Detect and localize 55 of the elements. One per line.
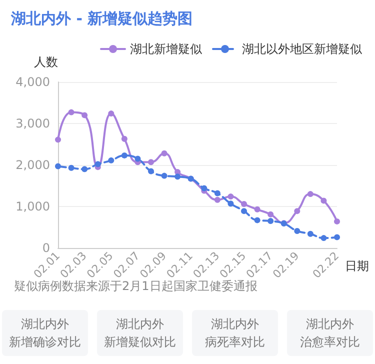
point [268, 218, 274, 224]
point [307, 230, 314, 237]
legend-label: 湖北新增疑似 [130, 42, 202, 56]
point [334, 234, 340, 240]
y-tick-label: 0 [42, 241, 50, 255]
point [68, 109, 74, 116]
point [94, 161, 101, 168]
point [161, 172, 168, 179]
point [294, 228, 300, 234]
point [148, 168, 154, 174]
point [55, 163, 61, 170]
point [241, 208, 247, 214]
x-axis-title: 日期 [345, 259, 369, 273]
point [254, 206, 260, 212]
text: 疑似病例数据来源于2月1日起国家卫健委通报 [14, 279, 258, 293]
point [82, 112, 88, 118]
y-tick-label: 1,000 [16, 200, 50, 214]
point [121, 136, 128, 142]
point [174, 174, 181, 180]
point [201, 185, 208, 192]
point [334, 218, 340, 224]
text: 湖北内外 [116, 316, 164, 333]
point [55, 136, 61, 143]
y-tick-label: 3,000 [16, 116, 50, 130]
point [82, 166, 88, 172]
point [161, 150, 168, 156]
point [214, 196, 220, 203]
point [68, 164, 74, 171]
point [121, 152, 128, 158]
point [268, 211, 274, 218]
point [320, 198, 327, 204]
point [228, 194, 234, 200]
y-axis-title: 人数 [34, 55, 58, 69]
point [108, 110, 114, 117]
y-tick-label: 2,000 [16, 158, 50, 172]
point [228, 200, 234, 207]
text: 新增确诊对比 [9, 334, 81, 351]
text: 湖北内外 [306, 316, 354, 333]
text: 病死率对比 [205, 334, 265, 351]
point [254, 217, 260, 224]
point [148, 159, 154, 166]
text: 新增疑似对比 [104, 334, 176, 351]
chart-title: 湖北内外 - 新增疑似趋势图 [10, 10, 193, 28]
text: 湖北内外 [21, 316, 69, 333]
point [241, 201, 247, 208]
point [307, 191, 314, 198]
point [134, 156, 141, 162]
text: 湖北内外 [211, 316, 259, 333]
point [108, 157, 114, 164]
y-tick-label: 4,000 [16, 75, 50, 89]
point [320, 235, 327, 242]
legend-label: 湖北以外地区新增疑似 [242, 42, 362, 56]
text: 治愈率对比 [300, 334, 360, 351]
point [294, 208, 300, 214]
point [214, 190, 220, 196]
